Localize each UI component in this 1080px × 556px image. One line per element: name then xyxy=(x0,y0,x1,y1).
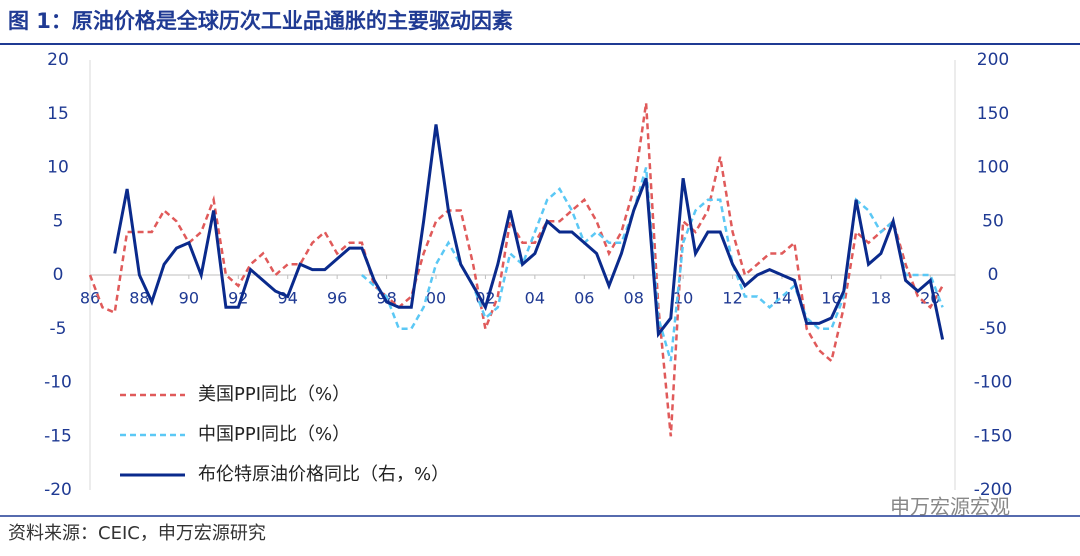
y-tick-label: 10 xyxy=(47,158,69,178)
y-tick-label: 20 xyxy=(47,50,69,70)
y-tick-label: 0 xyxy=(53,265,64,285)
y2-tick-label: -50 xyxy=(979,319,1007,339)
x-tick-label: 88 xyxy=(129,289,149,308)
series-line xyxy=(113,124,945,340)
x-tick-label: 06 xyxy=(574,289,594,308)
y2-tick-label: 50 xyxy=(982,211,1004,231)
y2-tick-label: 200 xyxy=(977,50,1009,70)
x-tick-label: 18 xyxy=(871,289,891,308)
source-note: 资料来源：CEIC，申万宏源研究 xyxy=(8,523,266,544)
y2-tick-label: 0 xyxy=(988,265,999,285)
x-tick-label: 14 xyxy=(772,289,792,308)
legend-label: 中国PPI同比（%） xyxy=(198,424,350,445)
x-tick-label: 12 xyxy=(722,289,742,308)
x-tick-label: 90 xyxy=(179,289,199,308)
x-tick-label: 16 xyxy=(821,289,841,308)
y-tick-label: -15 xyxy=(44,426,72,446)
y2-tick-label: -100 xyxy=(974,373,1013,393)
y-tick-label: 15 xyxy=(47,104,69,124)
y2-tick-label: -200 xyxy=(974,480,1013,500)
y2-tick-label: 150 xyxy=(977,104,1009,124)
x-tick-label: 96 xyxy=(327,289,347,308)
x-tick-label: 86 xyxy=(80,289,100,308)
legend-label: 美国PPI同比（%） xyxy=(198,384,350,405)
y2-tick-label: 100 xyxy=(977,158,1009,178)
y-tick-label: -10 xyxy=(44,373,72,393)
chart-title: 图 1：原油价格是全球历次工业品通胀的主要驱动因素 xyxy=(8,9,513,33)
y-tick-label: -20 xyxy=(44,480,72,500)
y-tick-label: 5 xyxy=(53,211,64,231)
y2-tick-label: -150 xyxy=(974,426,1013,446)
watermark: 申万宏源宏观 xyxy=(890,495,1010,519)
y-tick-label: -5 xyxy=(50,319,67,339)
x-tick-label: 10 xyxy=(673,289,693,308)
legend-label: 布伦特原油价格同比（右，%） xyxy=(198,464,449,485)
series-line xyxy=(88,102,944,437)
x-tick-label: 08 xyxy=(624,289,644,308)
x-tick-label: 00 xyxy=(426,289,446,308)
x-tick-label: 04 xyxy=(525,289,545,308)
